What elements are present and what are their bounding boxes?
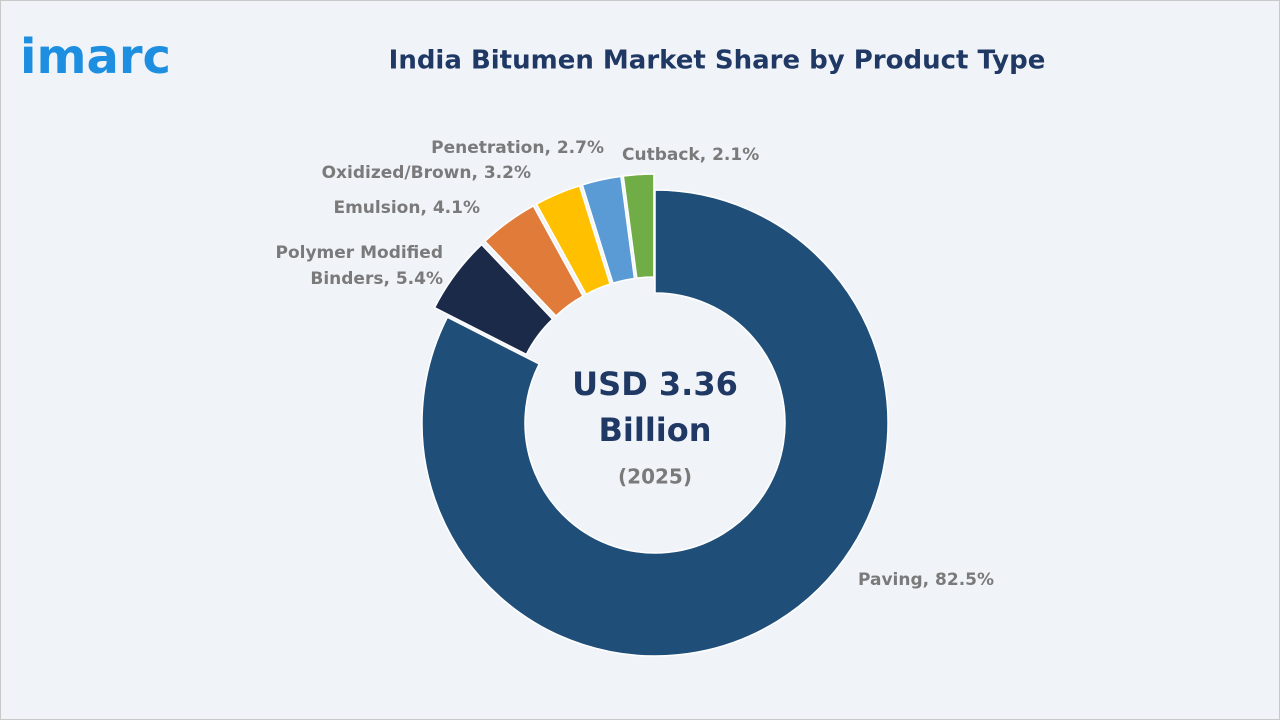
donut-slice: [622, 173, 655, 280]
logo: imarc: [20, 29, 171, 85]
data-label: Polymer Modified: [276, 243, 444, 263]
data-label: Penetration, 2.7%: [431, 138, 604, 158]
center-text: USD 3.36: [572, 365, 738, 403]
donut-slice: [421, 189, 889, 657]
data-label: Oxidized/Brown, 3.2%: [322, 163, 531, 183]
data-label: Cutback, 2.1%: [622, 145, 759, 165]
center-text: (2025): [618, 465, 692, 489]
donut-slice: [483, 204, 584, 317]
data-label: Paving, 82.5%: [858, 570, 994, 590]
data-label: Emulsion, 4.1%: [333, 198, 480, 218]
chart-title: India Bitumen Market Share by Product Ty…: [389, 46, 1046, 76]
donut-slice: [535, 184, 612, 296]
data-label: Binders, 5.4%: [310, 269, 443, 289]
center-text: Billion: [598, 411, 711, 449]
donut-slice: [433, 243, 554, 356]
donut-slice: [581, 175, 636, 285]
